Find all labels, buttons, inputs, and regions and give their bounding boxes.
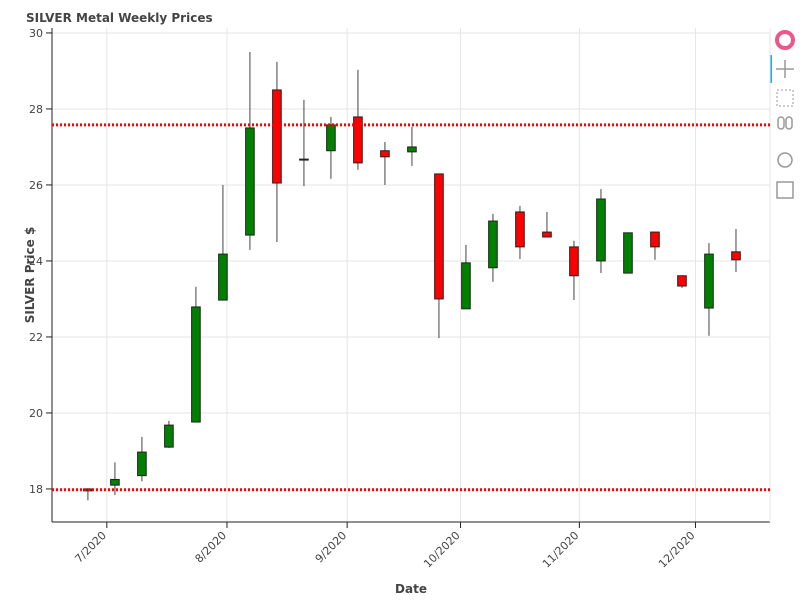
candle-body	[461, 262, 471, 310]
candle-body	[272, 89, 282, 184]
x-tick-label: 7/2020	[72, 529, 109, 566]
candle-body	[434, 173, 444, 300]
y-tick-label: 22	[29, 331, 43, 344]
candle-body	[137, 451, 147, 477]
candle-body	[704, 253, 714, 309]
candle-body	[677, 275, 687, 287]
candle-body	[245, 127, 255, 236]
y-axis-label: SILVER Price $	[23, 227, 37, 324]
candle-body	[353, 116, 363, 164]
save-tool[interactable]	[776, 181, 794, 199]
y-tick-label: 26	[29, 179, 43, 192]
candle-body	[110, 478, 120, 486]
candle-body	[569, 246, 579, 277]
y-tick-label: 18	[29, 483, 43, 496]
candle-body	[488, 220, 498, 269]
candle-body	[191, 306, 201, 423]
candle-body	[731, 251, 741, 261]
x-axis-label: Date	[395, 582, 427, 596]
toolbar	[770, 30, 795, 199]
candle-body	[218, 253, 228, 301]
chart-title: SILVER Metal Weekly Prices	[26, 11, 213, 25]
x-tick-label: 9/2020	[313, 529, 350, 566]
x-tick-label: 10/2020	[421, 529, 463, 571]
y-tick-label: 24	[29, 255, 43, 268]
candle-body	[596, 198, 606, 262]
candle-body	[407, 146, 417, 153]
candle-body	[515, 211, 525, 248]
wheel-zoom-tool[interactable]	[777, 116, 793, 130]
pan-tool[interactable]	[776, 60, 794, 78]
candle-body	[299, 158, 309, 161]
candle-body	[542, 231, 552, 238]
candle-body	[650, 231, 660, 248]
candle-body	[326, 124, 336, 152]
x-tick-label: 12/2020	[656, 529, 698, 571]
x-tick-label: 11/2020	[540, 529, 582, 571]
reset-tool[interactable]	[777, 152, 793, 168]
y-tick-label: 28	[29, 103, 43, 116]
x-tick-label: 8/2020	[193, 529, 230, 566]
candle-body	[164, 424, 174, 448]
candle-body	[623, 232, 633, 274]
box-zoom-tool[interactable]	[776, 89, 794, 107]
logo[interactable]	[775, 30, 795, 50]
y-tick-label: 30	[29, 27, 43, 40]
candle-body	[380, 150, 390, 158]
y-tick-label: 20	[29, 407, 43, 420]
